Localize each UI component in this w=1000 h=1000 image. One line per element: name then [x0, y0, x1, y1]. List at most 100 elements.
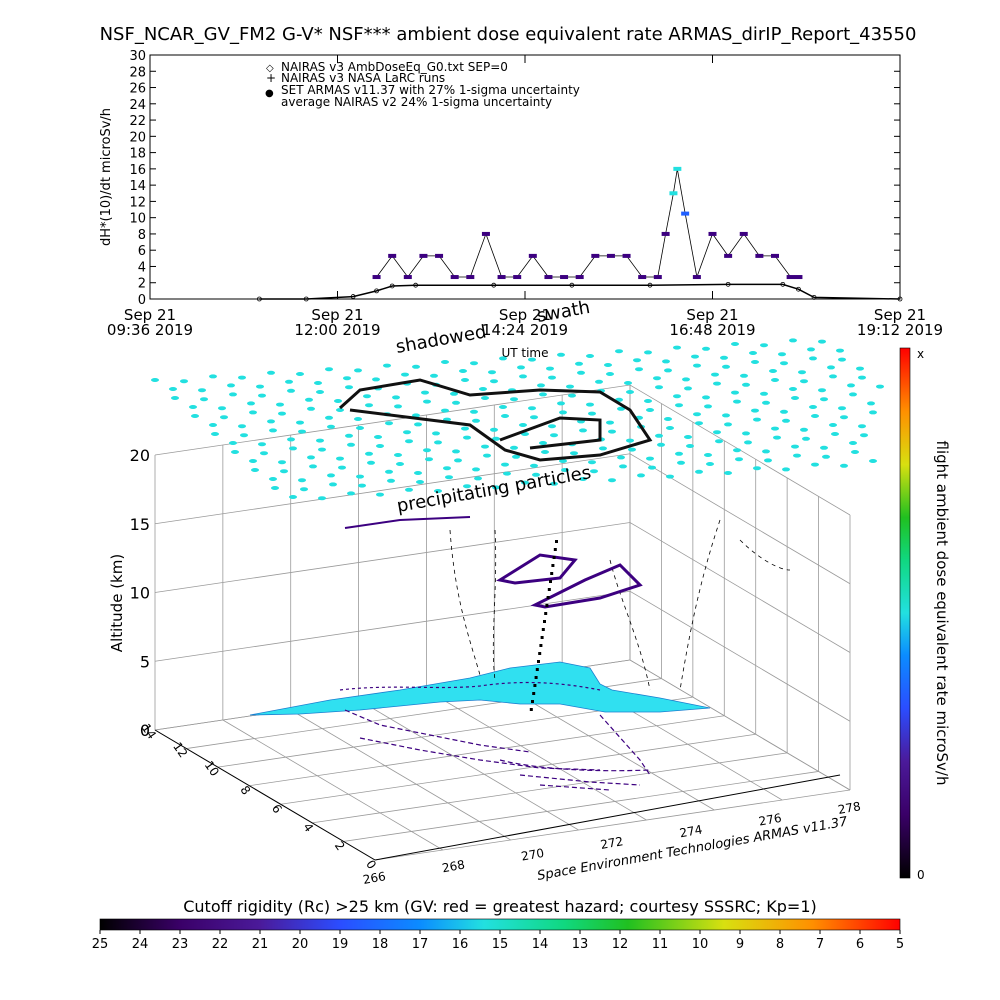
armas-dot — [771, 378, 779, 382]
armas-dot — [720, 355, 728, 360]
altitude-column-dot — [533, 684, 537, 687]
armas-dot — [860, 433, 868, 438]
armas-dot — [715, 439, 723, 444]
armas-dot — [314, 381, 322, 385]
armas-dot — [452, 400, 460, 405]
armas-dot — [831, 432, 839, 436]
armas-dot — [604, 363, 612, 367]
x-tick-label-time: 19:12 2019 — [857, 321, 943, 339]
series-point-armas — [638, 275, 647, 280]
series-point-armas — [528, 253, 537, 258]
rigidity-x-tick-label: 272 — [599, 834, 624, 852]
armas-dot — [316, 438, 324, 443]
series-point-armas — [403, 275, 412, 280]
armas-dot — [488, 370, 496, 375]
armas-dot — [229, 392, 237, 397]
armas-dot — [403, 430, 411, 435]
series-point-armas — [786, 275, 795, 280]
vertical-colorbar-top-label: x — [917, 347, 924, 361]
y-tick-label: 30 — [129, 49, 146, 64]
armas-dot — [588, 460, 596, 465]
armas-dot — [820, 445, 828, 450]
ground-track — [344, 709, 651, 791]
floor-grid-line — [222, 719, 444, 851]
altitude-column-dot — [531, 700, 534, 703]
altitude-column-dot — [535, 668, 539, 671]
armas-dot — [769, 369, 777, 373]
armas-dot — [180, 379, 188, 384]
armas-dot — [385, 421, 393, 426]
armas-dot — [530, 415, 538, 420]
armas-dot — [713, 430, 721, 435]
armas-dot — [300, 487, 308, 492]
cutoff-rigidity-surface — [249, 661, 711, 716]
armas-dot — [686, 444, 694, 448]
armas-dot — [722, 413, 730, 418]
armas-dot — [617, 406, 625, 411]
armas-dot — [425, 457, 433, 462]
armas-dot — [793, 453, 801, 458]
armas-dot — [276, 402, 284, 407]
armas-dot — [229, 441, 237, 445]
hbar-tick-label: 25 — [92, 937, 109, 952]
armas-dot — [760, 391, 768, 396]
armas-dot — [798, 370, 806, 375]
armas-dot — [267, 370, 275, 375]
armas-dot — [827, 365, 835, 370]
series-point-armas — [622, 253, 631, 258]
altitude-column-dot — [545, 604, 549, 607]
series-point-armas — [661, 231, 670, 236]
horizontal-colorbar-gradient — [99, 918, 901, 931]
armas-dot — [510, 397, 518, 402]
hbar-tick-label: 20 — [292, 937, 309, 952]
armas-dot — [644, 350, 652, 355]
armas-dot — [807, 347, 815, 352]
armas-dot — [811, 462, 819, 467]
armas-dot — [673, 394, 681, 399]
armas-dot — [394, 453, 402, 457]
armas-dot — [372, 377, 380, 382]
series-point-armas — [755, 253, 764, 258]
floor-axis-front-left — [154, 729, 376, 861]
armas-dot — [519, 374, 527, 379]
armas-dot — [169, 387, 177, 391]
series-point-armas — [419, 253, 428, 258]
armas-dot — [412, 364, 420, 369]
armas-dot — [606, 372, 614, 376]
armas-dot — [809, 356, 817, 361]
armas-dot — [256, 384, 264, 389]
armas-dot — [537, 383, 545, 388]
armas-dot — [220, 415, 228, 420]
series-point-nairas-v3 — [374, 288, 379, 294]
armas-dot — [260, 451, 268, 456]
armas-dot — [666, 426, 674, 430]
armas-dot — [289, 495, 297, 499]
series-point-nairas-v3 — [491, 282, 497, 288]
altitude-column-dot — [544, 612, 548, 615]
armas-dot — [530, 463, 538, 468]
armas-dot — [546, 366, 554, 371]
rigidity-y-tick-label: 4 — [300, 820, 316, 834]
armas-dot — [762, 400, 770, 405]
y-tick-label: 18 — [129, 147, 146, 162]
legend-symbol-armas: ● — [265, 88, 274, 99]
armas-dot — [247, 401, 255, 406]
armas-dot — [481, 444, 489, 449]
horizontal-colorbar-label: Cutoff rigidity (Rc) >25 km (GV: red = g… — [183, 897, 817, 916]
armas-dot — [840, 463, 848, 468]
armas-dot — [606, 420, 614, 425]
armas-dot — [626, 390, 634, 394]
armas-dot — [430, 373, 438, 378]
armas-dot — [481, 396, 489, 400]
armas-dot — [470, 361, 478, 366]
series-point-armas — [794, 275, 803, 280]
series-point-nairas-v3 — [796, 286, 801, 292]
armas-dot — [702, 395, 710, 400]
armas-dot — [445, 475, 453, 480]
floor-grid-line — [426, 689, 647, 821]
y-tick-label: 0 — [138, 293, 146, 308]
armas-dot — [519, 423, 527, 427]
